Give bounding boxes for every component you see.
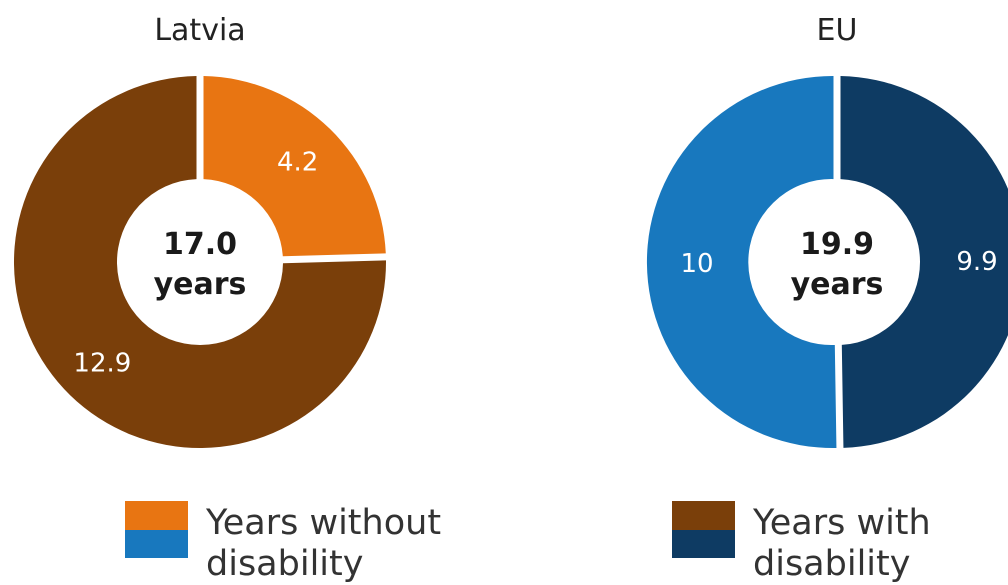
donut-slice-years-without-disability (646, 76, 837, 449)
donut-slice-years-with-disability (13, 76, 386, 448)
legend-item-years-with-disability: Years with disability (672, 501, 931, 584)
eu-chart-title: EU (817, 13, 858, 48)
latvia-total-value: 17.0 (163, 227, 237, 262)
eu-total-value: 19.9 (800, 227, 874, 262)
legend-swatch-eu-color (125, 530, 188, 558)
slice-value-label: 4.2 (277, 148, 318, 178)
latvia-chart-title: Latvia (154, 13, 245, 48)
eu-donut-chart: EU 9.9 10 19.9 years (646, 13, 1008, 449)
legend-swatch-eu-color (672, 530, 735, 558)
latvia-slices: 4.2 12.9 (13, 76, 386, 448)
eu-slices: 9.9 10 (646, 76, 1008, 449)
legend-swatch-latvia-color (125, 501, 188, 530)
legend-label-line1: Years without (205, 503, 441, 543)
donut-slice-years-with-disability (840, 76, 1008, 448)
slice-value-label: 9.9 (956, 247, 997, 277)
eu-total-unit: years (791, 267, 884, 302)
legend-swatch-latvia-color (672, 501, 735, 530)
legend-label-line2: disability (753, 544, 910, 584)
slice-value-label: 10 (680, 249, 713, 279)
latvia-total-unit: years (154, 267, 247, 302)
legend-item-years-without-disability: Years without disability (125, 501, 441, 584)
legend-label-line1: Years with (752, 503, 931, 543)
legend-label-line2: disability (206, 544, 363, 584)
latvia-donut-chart: Latvia 4.2 12.9 17.0 years (13, 13, 386, 448)
slice-value-label: 12.9 (73, 348, 131, 378)
donut-slice-years-without-disability (203, 76, 386, 257)
